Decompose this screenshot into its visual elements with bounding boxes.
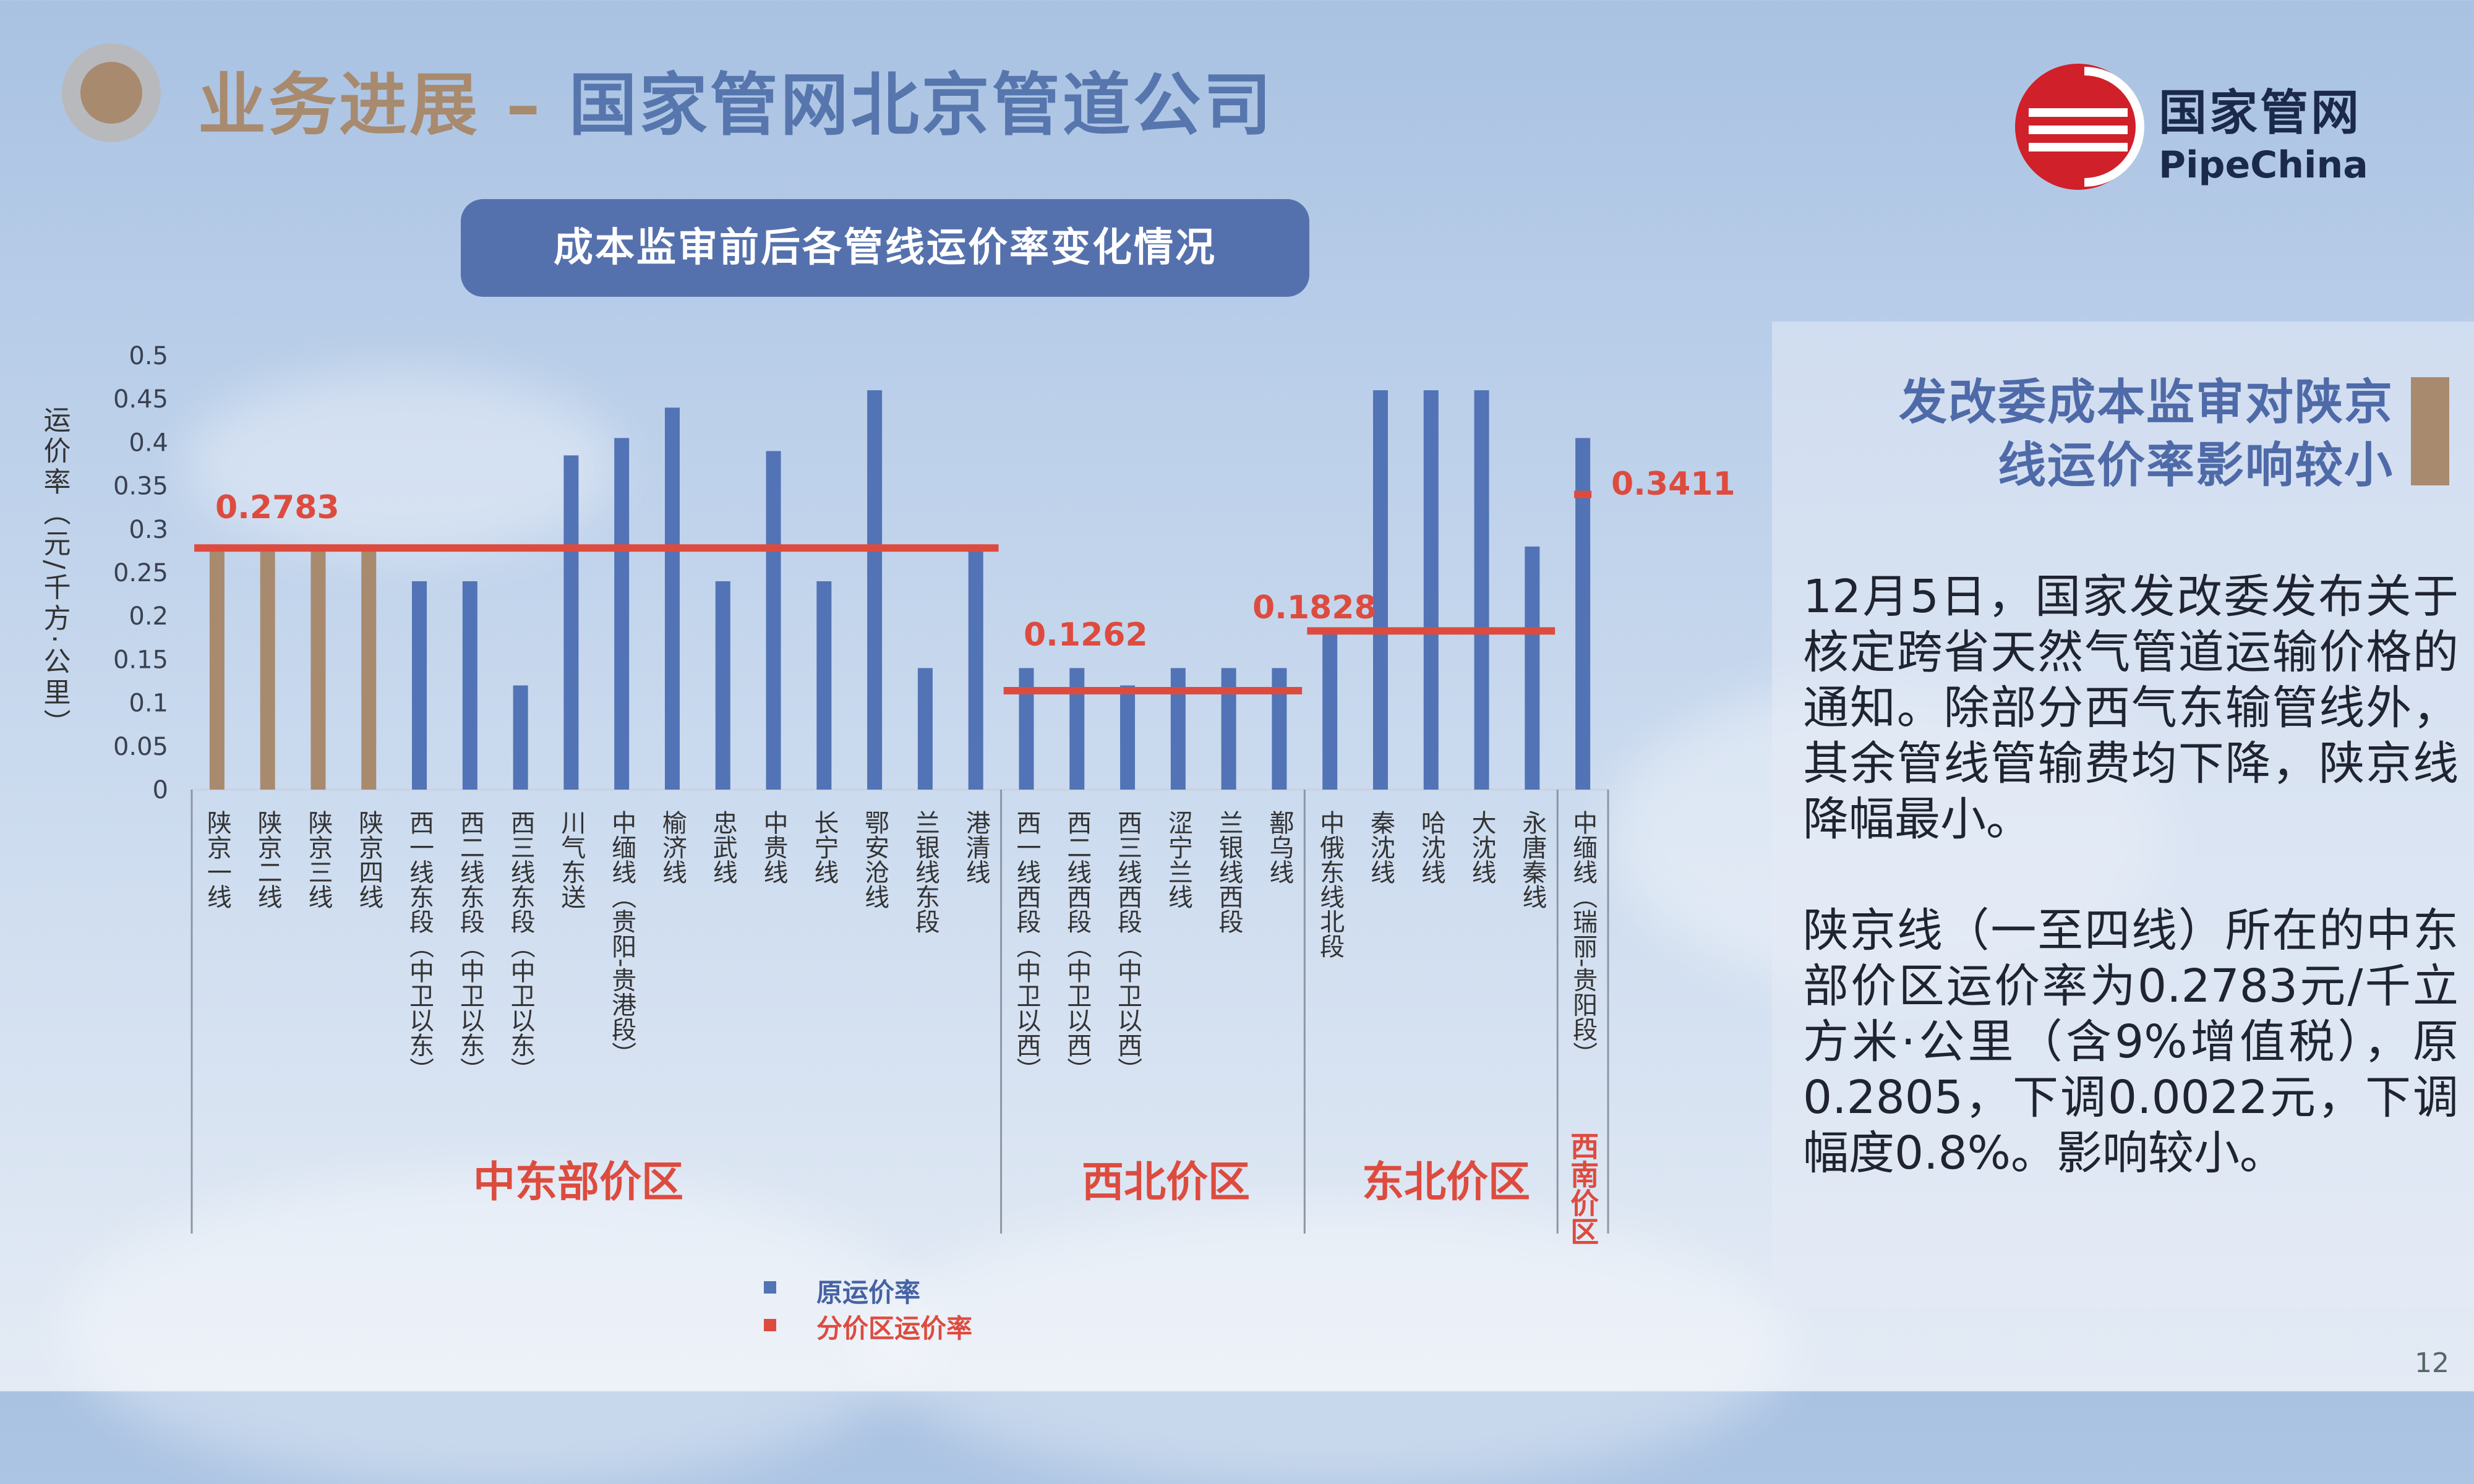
bar bbox=[1525, 546, 1540, 790]
y-tick-label: 0.15 bbox=[113, 646, 168, 674]
category-label: 涩宁兰线 bbox=[1164, 810, 1192, 909]
bar bbox=[260, 546, 275, 790]
y-tick-label: 0.45 bbox=[113, 385, 168, 414]
panel-paragraph-2: 陕京线（一至四线）所在的中东部价区运价率为0.2783元/千立方米·公里（含9%… bbox=[1803, 904, 2459, 1180]
category-label: 陕京一线 bbox=[203, 810, 231, 909]
page-title: 业务进展 – 国家管网北京管道公司 bbox=[198, 49, 1274, 148]
pipechina-logo-icon bbox=[2015, 64, 2144, 190]
panel-paragraph-1: 12月5日，国家发改委发布关于核定跨省天然气管道运输价格的通知。除部分西气东输管… bbox=[1803, 570, 2459, 846]
category-label: 忠武线 bbox=[709, 810, 737, 884]
bar bbox=[1120, 685, 1136, 790]
y-tick-label: 0.4 bbox=[129, 429, 168, 457]
panel-title: 发改委成本监审对陕京 线运价率影响较小 bbox=[1899, 371, 2394, 497]
bar bbox=[361, 546, 377, 790]
category-label: 陕京二线 bbox=[254, 810, 282, 909]
page-number: 12 bbox=[2415, 1347, 2449, 1379]
region-rate-label: 0.1262 bbox=[1024, 616, 1148, 654]
page-title-prefix: 业务进展 – bbox=[198, 66, 543, 145]
category-label: 西一线西段（中卫以西） bbox=[1012, 810, 1041, 1082]
y-tick-label: 0 bbox=[153, 776, 168, 804]
category-label: 秦沈线 bbox=[1366, 810, 1395, 884]
bar bbox=[1221, 668, 1236, 790]
y-tick-label: 0.3 bbox=[129, 516, 168, 544]
region-name: 中东部价区 bbox=[473, 1158, 683, 1207]
legend-swatch bbox=[764, 1281, 776, 1294]
category-label: 鄯乌线 bbox=[1265, 810, 1293, 884]
category-label: 鄂安沧线 bbox=[860, 810, 889, 909]
category-label: 港清线 bbox=[962, 810, 990, 884]
y-axis-label: 运价率（元/千方·公里） bbox=[39, 406, 71, 740]
bar bbox=[766, 451, 781, 790]
bar bbox=[1322, 633, 1338, 790]
legend-label: 分价区运价率 bbox=[816, 1313, 972, 1344]
bar bbox=[664, 407, 680, 790]
category-label: 中缅线（瑞丽-贵阳段） bbox=[1569, 810, 1598, 1066]
bar bbox=[715, 581, 730, 790]
y-tick-label: 0.5 bbox=[129, 342, 168, 370]
bar bbox=[1423, 390, 1439, 790]
y-tick-label: 0.25 bbox=[113, 559, 168, 587]
category-label: 长宁线 bbox=[810, 810, 838, 884]
region-name: 西北价区 bbox=[1082, 1158, 1250, 1207]
chart-heading: 成本监审前后各管线运价率变化情况 bbox=[461, 199, 1309, 297]
category-label: 中俄东线北段 bbox=[1316, 810, 1345, 958]
category-label: 川气东送 bbox=[557, 810, 586, 909]
rate-bar-chart: 0 0.05 0.1 0.15 0.2 0.25 0.3 0.35 0.4 0.45 0.5 运价率（… bbox=[39, 342, 1736, 1344]
page-title-main: 国家管网北京管道公司 bbox=[568, 66, 1274, 145]
bar bbox=[614, 438, 630, 790]
category-label: 兰银线东段 bbox=[911, 810, 940, 934]
bar bbox=[310, 546, 326, 790]
bar bbox=[917, 668, 933, 790]
region-rate-label: 0.3411 bbox=[1611, 466, 1736, 503]
category-label: 西二线西段（中卫以西） bbox=[1063, 810, 1092, 1082]
panel-body: 12月5日，国家发改委发布关于核定跨省天然气管道运输价格的通知。除部分西气东输管… bbox=[1803, 569, 2459, 1237]
category-label: 西一线东段（中卫以东） bbox=[405, 810, 434, 1082]
legend-swatch bbox=[764, 1319, 776, 1331]
bar bbox=[1019, 668, 1034, 790]
region-name: 西南价区 bbox=[1566, 1132, 1599, 1245]
logo-text: 国家管网 PipeChina bbox=[2159, 74, 2368, 187]
category-label: 西二线东段（中卫以东） bbox=[456, 810, 485, 1082]
bar bbox=[1372, 390, 1388, 790]
bar bbox=[513, 685, 528, 790]
category-label: 兰银线西段 bbox=[1215, 810, 1243, 934]
region-rate-label: 0.2783 bbox=[215, 489, 340, 526]
logo-cn: 国家管网 bbox=[2159, 85, 2362, 141]
title-bullet-icon bbox=[62, 43, 161, 142]
bar bbox=[209, 546, 225, 790]
category-label: 陕京三线 bbox=[304, 810, 332, 909]
bar bbox=[1069, 668, 1085, 790]
bar bbox=[1272, 668, 1287, 790]
category-label: 中缅线（贵阳-贵港段） bbox=[607, 810, 636, 1066]
bar bbox=[968, 546, 983, 790]
category-label: 榆济线 bbox=[658, 810, 687, 884]
bar bbox=[412, 581, 427, 790]
bar bbox=[867, 390, 883, 790]
y-tick-label: 0.1 bbox=[129, 689, 168, 718]
bar bbox=[1170, 668, 1186, 790]
category-label: 永唐秦线 bbox=[1518, 810, 1546, 909]
region-rate-label: 0.1828 bbox=[1252, 589, 1377, 626]
category-label: 大沈线 bbox=[1468, 810, 1496, 884]
panel-accent-bar bbox=[2411, 377, 2449, 485]
category-label: 中贵线 bbox=[760, 810, 788, 884]
panel-title-line1: 发改委成本监审对陕京 bbox=[1898, 375, 2394, 430]
category-label: 哈沈线 bbox=[1417, 810, 1445, 884]
category-label: 西三线东段（中卫以东） bbox=[507, 810, 536, 1082]
bar bbox=[816, 581, 832, 790]
y-tick-label: 0.05 bbox=[113, 733, 168, 761]
logo-en: PipeChina bbox=[2159, 143, 2368, 187]
y-tick-label: 0.35 bbox=[113, 472, 168, 501]
legend-label: 原运价率 bbox=[816, 1277, 920, 1308]
category-label: 陕京四线 bbox=[354, 810, 383, 909]
panel-title-line2: 线运价率影响较小 bbox=[1997, 438, 2394, 493]
bar bbox=[1474, 390, 1489, 790]
category-label: 西三线西段（中卫以西） bbox=[1113, 810, 1142, 1082]
bar bbox=[563, 455, 579, 790]
y-tick-label: 0.2 bbox=[129, 602, 168, 631]
bar bbox=[462, 581, 477, 790]
region-name: 东北价区 bbox=[1362, 1158, 1530, 1207]
summary-panel: 发改委成本监审对陕京 线运价率影响较小 12月5日，国家发改委发布关于核定跨省天… bbox=[1772, 322, 2474, 1308]
